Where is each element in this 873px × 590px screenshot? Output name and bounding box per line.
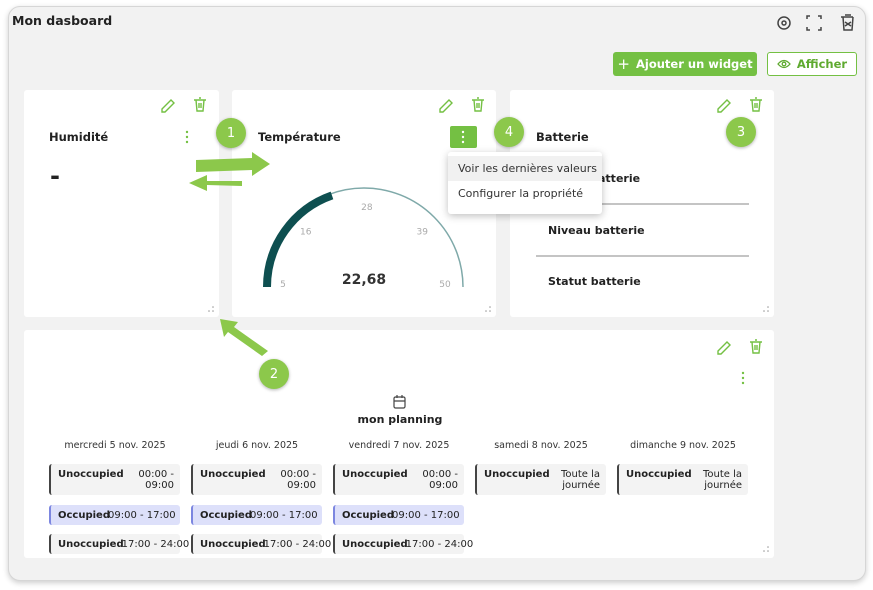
slot-status: Unoccupied (200, 539, 266, 550)
battery-field: Niveau batterie (548, 224, 645, 237)
context-menu: Voir les dernières valeurs Configurer la… (448, 152, 602, 214)
slot-time: 17:00 - 24:00 (263, 539, 332, 550)
day-label: dimanche 9 nov. 2025 (630, 440, 736, 451)
time-slot[interactable]: Occupied 09:00 - 17:00 (49, 505, 180, 525)
gauge-tick-label: 28 (361, 203, 373, 213)
annotation-badge: 2 (259, 359, 289, 389)
time-slot[interactable]: Unoccupied 17:00 - 24:00 (49, 534, 189, 554)
slot-status: Unoccupied (58, 539, 124, 550)
slot-status: Occupied (58, 510, 111, 521)
day-label: samedi 8 nov. 2025 (494, 440, 588, 451)
top-icons[interactable] (770, 10, 860, 36)
day-label: mercredi 5 nov. 2025 (64, 440, 166, 451)
annotation-badge: 1 (216, 118, 246, 148)
humidity-card (24, 90, 219, 317)
slot-status: Unoccupied (58, 469, 124, 480)
slot-time: 00:00 - 09:00 (138, 469, 174, 491)
time-slot[interactable]: Unoccupied 00:00 - 09:00 (191, 464, 322, 495)
time-slot[interactable]: Unoccupied Toute la journée (475, 464, 606, 495)
slot-status: Unoccupied (484, 469, 550, 480)
slot-status: Unoccupied (342, 469, 408, 480)
gauge-tick-label: 16 (300, 228, 312, 238)
slot-time: 09:00 - 17:00 (108, 510, 176, 521)
planning-title: mon planning (357, 413, 443, 426)
view-label: Afficher (796, 57, 848, 71)
humidity-value: - (50, 162, 60, 190)
slot-time: Toute la journée (702, 469, 742, 491)
battery-title: Batterie (536, 130, 589, 144)
slot-status: Unoccupied (342, 539, 408, 550)
add-widget-button[interactable]: + Ajouter un widget (613, 52, 757, 76)
view-button[interactable]: Afficher (767, 52, 857, 76)
gauge-value-label: 22,68 (342, 272, 386, 288)
annotation-badge: 3 (726, 117, 756, 147)
calendar-icon (393, 395, 406, 409)
gauge-tick-label: 39 (417, 228, 429, 238)
humidity-title: Humidité (49, 130, 109, 144)
gauge-value-arc (263, 191, 334, 288)
time-slot[interactable]: Occupied 09:00 - 17:00 (333, 505, 464, 525)
time-slot[interactable]: Unoccupied 00:00 - 09:00 (333, 464, 464, 495)
planning-grid: mercredi 5 nov. 2025 Unoccupied 00:00 - 09… (24, 330, 774, 558)
gauge-tick-label: 50 (439, 280, 451, 290)
gauge-tick-label: 5 (280, 280, 286, 290)
menu-item[interactable]: Configurer la propriété (458, 187, 584, 200)
time-slot[interactable]: Unoccupied Toute la journée (617, 464, 748, 495)
slot-time: 09:00 - 17:00 (250, 510, 318, 521)
resize-handles[interactable] (208, 306, 769, 552)
menu-item[interactable]: Voir les dernières valeurs (448, 156, 602, 181)
annotation-arrows (189, 152, 270, 356)
battery-field: Statut batterie (548, 275, 641, 288)
slot-status: Occupied (342, 510, 395, 521)
day-label: vendredi 7 nov. 2025 (348, 440, 450, 451)
time-slot[interactable]: Unoccupied 17:00 - 24:00 (191, 534, 331, 554)
temperature-title: Température (258, 130, 341, 144)
annotation-badge: 4 (494, 117, 524, 147)
slot-time: 17:00 - 24:00 (405, 539, 474, 550)
slot-time: 17:00 - 24:00 (121, 539, 190, 550)
slot-time: 09:00 - 17:00 (392, 510, 460, 521)
slot-status: Occupied (200, 510, 253, 521)
add-widget-label: Ajouter un widget (635, 57, 753, 71)
time-slot[interactable]: Unoccupied 00:00 - 09:00 (49, 464, 180, 495)
slot-time: 00:00 - 09:00 (280, 469, 316, 491)
time-slot[interactable]: Unoccupied 17:00 - 24:00 (333, 534, 473, 554)
time-slot[interactable]: Occupied 09:00 - 17:00 (191, 505, 322, 525)
day-label: jeudi 6 nov. 2025 (215, 440, 299, 451)
dashboard-title: Mon dasboard (12, 13, 113, 28)
edit-icons[interactable] (161, 99, 731, 355)
slot-status: Unoccupied (200, 469, 266, 480)
slot-time: 00:00 - 09:00 (422, 469, 458, 491)
battery-field: atterie (598, 172, 641, 185)
slot-status: Unoccupied (626, 469, 692, 480)
delete-icons[interactable] (194, 97, 762, 354)
slot-time: Toute la journée (560, 469, 600, 491)
